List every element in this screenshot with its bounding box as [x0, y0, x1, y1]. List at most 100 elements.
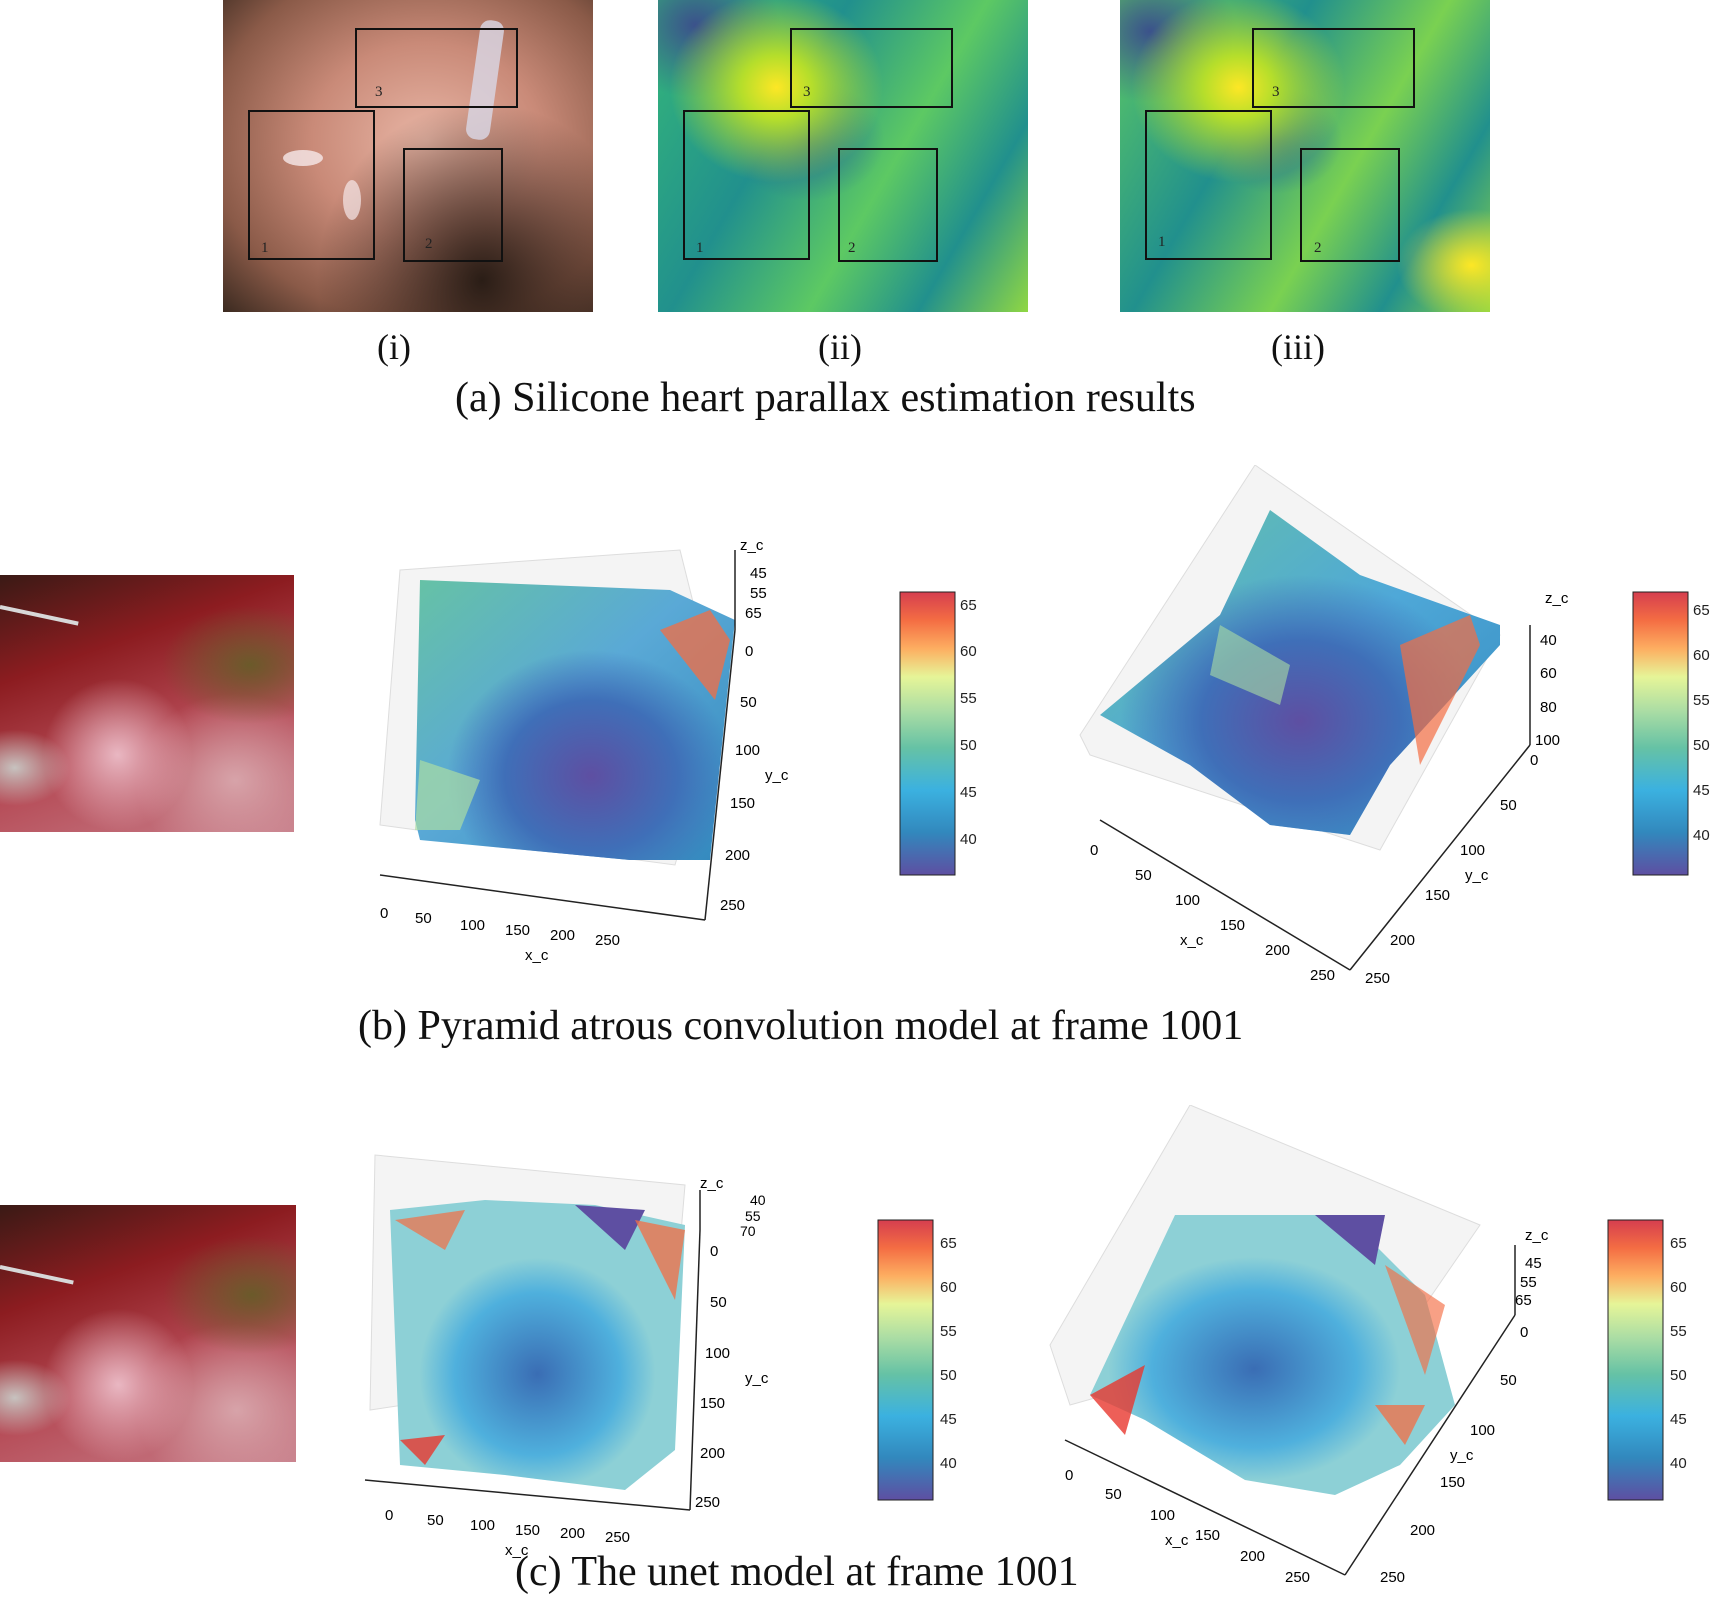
surface-plot-b-right: 0 50 100 150 200 250 x_c 0 50 100 150 20…: [1079, 465, 1569, 985]
colorbar-b-left: 65 60 55 50 45 40: [899, 591, 977, 876]
roi-label-2: 2: [1314, 240, 1322, 256]
c-left-x-tick-2: 100: [470, 1517, 495, 1534]
cb-b-right-tick-4: 45: [1693, 782, 1710, 799]
c-right-y-tick-5: 250: [1380, 1569, 1405, 1586]
roi-box-2: [403, 148, 503, 262]
c-right-z-label: z_c: [1525, 1227, 1549, 1244]
surgical-photo-c: [0, 1205, 296, 1462]
cb-c-right-tick-3: 50: [1670, 1367, 1687, 1384]
b-left-y-tick-4: 200: [725, 847, 750, 864]
subpanel-label-iii: (iii): [1271, 327, 1325, 367]
b-left-x-tick-3: 150: [505, 922, 530, 939]
b-right-x-tick-4: 200: [1265, 942, 1290, 959]
cb-b-left-tick-4: 45: [960, 784, 977, 801]
b-left-x-tick-2: 100: [460, 917, 485, 934]
c-left-z-tick-2: 70: [740, 1223, 756, 1239]
cb-b-right-tick-5: 40: [1693, 827, 1710, 844]
cb-c-left-tick-3: 50: [940, 1367, 957, 1384]
b-left-z-tick-0: 45: [750, 565, 767, 582]
c-right-x-tick-4: 200: [1240, 1548, 1265, 1565]
surface-plot-c-right: 0 50 100 150 200 250 x_c 0 50 100 150 20…: [1049, 1105, 1549, 1586]
cb-b-left-tick-1: 60: [960, 643, 977, 660]
roi-box-1: [683, 110, 810, 260]
cb-c-right-tick-1: 60: [1670, 1279, 1687, 1296]
b-right-y-tick-4: 200: [1390, 932, 1415, 949]
b-right-z-tick-0: 40: [1540, 632, 1557, 649]
roi-label-2: 2: [848, 240, 856, 256]
cb-b-right-tick-1: 60: [1693, 647, 1710, 664]
c-right-z-tick-0: 45: [1525, 1255, 1542, 1272]
cb-c-right-tick-0: 65: [1670, 1235, 1687, 1252]
cb-b-left-tick-5: 40: [960, 831, 977, 848]
c-right-y-tick-3: 150: [1440, 1474, 1465, 1491]
b-left-y-tick-5: 250: [720, 897, 745, 914]
cb-b-left-tick-2: 55: [960, 690, 977, 707]
parallax-map-ii: 1 2 3: [658, 0, 1028, 312]
c-left-x-tick-1: 50: [427, 1512, 444, 1529]
b-right-z-tick-2: 80: [1540, 699, 1557, 716]
cb-c-right-tick-4: 45: [1670, 1411, 1687, 1428]
caption-a: (a) Silicone heart parallax estimation r…: [455, 375, 1196, 421]
b-left-y-label: y_c: [765, 767, 789, 784]
c-right-y-tick-2: 100: [1470, 1422, 1495, 1439]
surface-plot-b-left: 0 50 100 150 200 250 x_c 0 50 100 150 20…: [379, 537, 789, 964]
b-right-x-tick-3: 150: [1220, 917, 1245, 934]
c-right-x-tick-0: 0: [1065, 1467, 1073, 1484]
parallax-map-iii: 1 2 3: [1120, 0, 1490, 312]
subpanel-label-i: (i): [377, 327, 411, 367]
c-right-x-tick-5: 250: [1285, 1569, 1310, 1586]
b-left-z-tick-1: 55: [750, 585, 767, 602]
b-right-y-tick-3: 150: [1425, 887, 1450, 904]
roi-box-3: [790, 28, 953, 108]
c-right-z-tick-2: 65: [1515, 1292, 1532, 1309]
c-left-x-tick-5: 250: [605, 1529, 630, 1546]
b-right-y-tick-2: 100: [1460, 842, 1485, 859]
roi-label-3: 3: [1272, 84, 1280, 100]
surgical-photo-b: [0, 575, 294, 832]
roi-label-1: 1: [696, 240, 704, 256]
c-left-z-label: z_c: [700, 1175, 724, 1192]
b-right-z-label: z_c: [1545, 590, 1569, 607]
c-right-y-tick-4: 200: [1410, 1522, 1435, 1539]
c-left-y-tick-4: 200: [700, 1445, 725, 1462]
c-right-z-tick-1: 55: [1520, 1274, 1537, 1291]
cb-b-right-tick-3: 50: [1693, 737, 1710, 754]
cb-c-left-tick-1: 60: [940, 1279, 957, 1296]
roi-label-2: 2: [425, 236, 433, 252]
roi-label-1: 1: [1158, 234, 1166, 250]
caption-b: (b) Pyramid atrous convolution model at …: [358, 1003, 1244, 1049]
b-left-x-tick-0: 0: [380, 905, 388, 922]
b-left-x-tick-1: 50: [415, 910, 432, 927]
c-right-y-tick-0: 0: [1520, 1324, 1528, 1341]
c-left-y-tick-3: 150: [700, 1395, 725, 1412]
b-right-x-label: x_c: [1180, 932, 1204, 949]
b-left-z-tick-2: 65: [745, 605, 762, 622]
cb-c-left-tick-4: 45: [940, 1411, 957, 1428]
colorbar-c-right: 65 60 55 50 45 40: [1607, 1219, 1687, 1501]
colorbar-b-right: 65 60 55 50 45 40: [1632, 591, 1710, 876]
b-left-y-tick-1: 50: [740, 694, 757, 711]
b-right-y-label: y_c: [1465, 867, 1489, 884]
roi-label-3: 3: [803, 84, 811, 100]
b-left-z-label: z_c: [740, 537, 764, 554]
c-left-y-tick-5: 250: [695, 1494, 720, 1511]
b-right-z-tick-1: 60: [1540, 665, 1557, 682]
c-left-x-tick-4: 200: [560, 1525, 585, 1542]
cb-b-right-tick-0: 65: [1693, 602, 1710, 619]
b-right-x-tick-0: 0: [1090, 842, 1098, 859]
subpanel-label-ii: (ii): [818, 327, 862, 367]
b-right-y-tick-1: 50: [1500, 797, 1517, 814]
roi-box-1: [1145, 110, 1272, 260]
roi-box-1: [248, 110, 375, 260]
caption-c: (c) The unet model at frame 1001: [515, 1549, 1079, 1595]
roi-box-2: [838, 148, 938, 262]
b-right-y-tick-5: 250: [1365, 970, 1390, 985]
roi-box-3: [355, 28, 518, 108]
b-left-y-tick-3: 150: [730, 795, 755, 812]
c-left-x-label: x_c: [505, 1542, 529, 1559]
c-left-y-tick-1: 50: [710, 1294, 727, 1311]
cb-c-left-tick-0: 65: [940, 1235, 957, 1252]
c-right-y-tick-1: 50: [1500, 1372, 1517, 1389]
colorbar-c-left: 65 60 55 50 45 40: [877, 1219, 957, 1501]
cb-c-left-tick-5: 40: [940, 1455, 957, 1472]
